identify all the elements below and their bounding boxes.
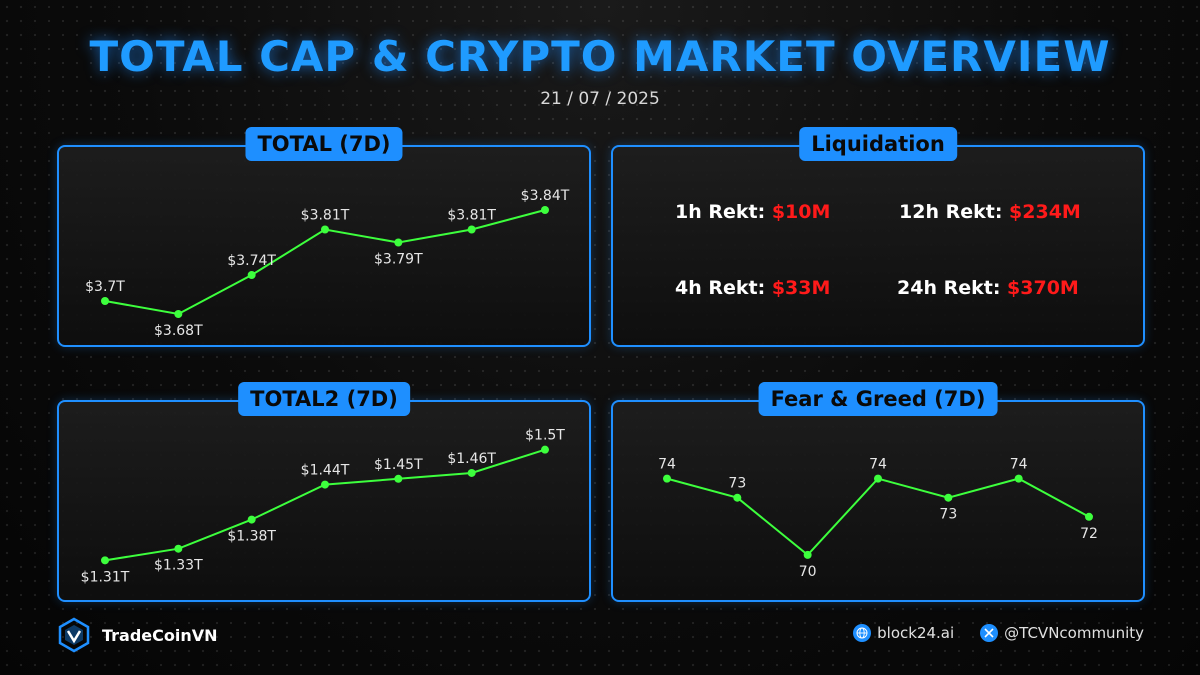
fear-greed-data-label: 72 xyxy=(1080,526,1098,542)
total-data-point xyxy=(321,225,329,234)
total-data-label: $3.84T xyxy=(521,188,570,204)
liquidation-24h-value: $370M xyxy=(1007,277,1079,299)
liquidation-title: Liquidation xyxy=(799,127,957,161)
total-data-label: $3.81T xyxy=(447,208,496,224)
fear-greed-chart: 74 73 70 74 73 74 72 xyxy=(658,457,1098,580)
total2-data-label: $1.46T xyxy=(447,451,496,467)
total2-chart-title: TOTAL2 (7D) xyxy=(238,382,410,416)
total2-data-label: $1.33T xyxy=(154,558,203,574)
total-data-label: $3.68T xyxy=(154,323,203,339)
fear-greed-data-label: 73 xyxy=(939,507,957,523)
total2-chart-panel: TOTAL2 (7D) $1.31T $1.33T $1.38T $1.44T $1.4… xyxy=(57,382,591,602)
brand-name: TradeCoinVN xyxy=(102,625,218,645)
total2-chart: $1.31T $1.33T $1.38T $1.44T $1.45T $1.46T $1.5… xyxy=(81,428,566,586)
total-data-label: $3.7T xyxy=(85,279,125,295)
total2-data-point xyxy=(174,544,183,553)
liquidation-24h: 24h Rekt: $370M xyxy=(897,277,1079,299)
fear-greed-data-label: 74 xyxy=(658,457,676,473)
total2-data-point xyxy=(467,468,476,477)
footer-brand: TradeCoinVN xyxy=(56,617,218,653)
liquidation-12h-label: 12h Rekt: xyxy=(899,201,1003,223)
total2-data-point xyxy=(247,515,256,524)
total2-data-label: $1.38T xyxy=(227,529,276,545)
total2-data-point xyxy=(541,445,549,454)
liquidation-24h-label: 24h Rekt: xyxy=(897,277,1001,299)
x-community-link-text: @TCVNcommunity xyxy=(1004,624,1144,642)
x-logo-icon xyxy=(980,624,999,642)
fear-greed-data-label: 73 xyxy=(728,476,746,492)
total-data-point xyxy=(174,310,183,318)
total-data-point xyxy=(247,271,256,279)
liquidation-12h: 12h Rekt: $234M xyxy=(899,201,1081,223)
total-chart-title: TOTAL (7D) xyxy=(245,127,403,161)
liquidation-1h: 1h Rekt: $10M xyxy=(675,201,830,223)
total-data-point xyxy=(467,225,476,234)
fear-greed-data-point xyxy=(1014,474,1023,483)
fear-greed-data-point xyxy=(874,474,882,483)
total-data-label: $3.81T xyxy=(301,208,350,224)
liquidation-4h-value: $33M xyxy=(771,277,831,299)
total-data-point xyxy=(394,238,403,247)
footer-links: block24.ai @TCVNcommunity xyxy=(853,624,1144,642)
total-data-point xyxy=(541,206,549,214)
total-chart-panel: TOTAL (7D) $3.7T $3.68T $3.74T $3.81T $3.79T… xyxy=(57,127,591,347)
fear-greed-data-label: 74 xyxy=(869,457,887,473)
total-data-label: $3.79T xyxy=(374,252,423,268)
liquidation-4h-label: 4h Rekt: xyxy=(675,277,766,299)
total2-data-point xyxy=(394,474,403,483)
page-title: TOTAL CAP & CRYPTO MARKET OVERVIEW xyxy=(89,32,1111,81)
fear-greed-chart-title: Fear & Greed (7D) xyxy=(758,382,998,416)
fear-greed-data-point xyxy=(803,550,812,559)
total2-data-label: $1.31T xyxy=(81,569,130,585)
globe-icon xyxy=(853,624,872,642)
x-community-link[interactable]: @TCVNcommunity xyxy=(980,624,1144,642)
total2-data-label: $1.5T xyxy=(525,428,565,444)
total-chart: $3.7T $3.68T $3.74T $3.81T $3.79T $3.81T $3.84… xyxy=(85,188,570,339)
fear-greed-data-point xyxy=(944,493,953,502)
fear-greed-data-point xyxy=(733,493,742,502)
total-data-point xyxy=(101,297,109,305)
total2-data-point xyxy=(101,556,109,565)
fear-greed-data-label: 74 xyxy=(1010,457,1028,473)
liquidation-1h-value: $10M xyxy=(771,201,831,223)
website-link-text: block24.ai xyxy=(877,624,955,642)
fear-greed-data-label: 70 xyxy=(799,564,817,580)
liquidation-panel: Liquidation 1h Rekt: $10M 12h Rekt: $234… xyxy=(611,127,1145,347)
liquidation-12h-value: $234M xyxy=(1009,201,1081,223)
fear-greed-data-point xyxy=(663,474,671,483)
fear-greed-chart-panel: Fear & Greed (7D) 74 73 70 74 73 74 72 xyxy=(611,382,1145,602)
liquidation-4h: 4h Rekt: $33M xyxy=(675,277,830,299)
tradecoinvn-logo-icon xyxy=(58,617,90,653)
liquidation-1h-label: 1h Rekt: xyxy=(675,201,766,223)
total2-data-label: $1.45T xyxy=(374,457,423,473)
page-date: 21 / 07 / 2025 xyxy=(540,89,660,109)
total-data-label: $3.74T xyxy=(227,253,276,269)
fear-greed-data-point xyxy=(1085,512,1093,521)
total2-data-point xyxy=(321,480,329,489)
website-link[interactable]: block24.ai xyxy=(853,624,954,642)
total2-data-label: $1.44T xyxy=(301,463,350,479)
